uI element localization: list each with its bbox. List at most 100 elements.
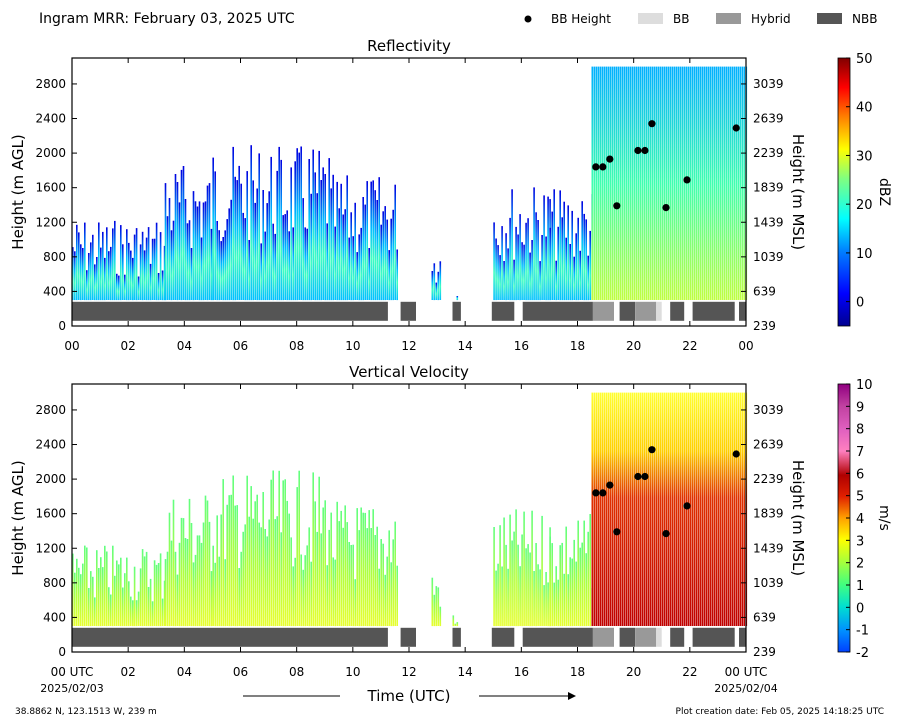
- classification-segment: [739, 627, 746, 647]
- y-tick-label: 2400: [35, 438, 66, 452]
- classification-segment: [670, 301, 685, 321]
- data-column: [198, 201, 201, 301]
- data-column: [228, 495, 230, 627]
- x-tick-label: 12: [401, 339, 416, 353]
- data-column: [669, 66, 672, 300]
- data-column: [493, 527, 495, 627]
- velocity-ylabel: Height (m AGL): [9, 460, 27, 575]
- data-column: [302, 569, 304, 627]
- data-column: [575, 561, 577, 626]
- data-column: [555, 566, 557, 626]
- data-column: [286, 500, 288, 626]
- data-column: [318, 150, 320, 301]
- data-column: [741, 66, 744, 300]
- classification-segment: [400, 301, 416, 321]
- legend-nbb-label: NBB: [852, 12, 877, 26]
- data-column: [639, 392, 642, 626]
- data-column: [356, 508, 358, 626]
- data-column: [178, 202, 181, 300]
- data-column: [643, 66, 646, 300]
- colorbar-tick-label: -1: [856, 624, 869, 639]
- data-column: [521, 242, 523, 300]
- data-column: [214, 171, 216, 300]
- data-column: [184, 199, 187, 301]
- x-tick-label: 06: [233, 665, 248, 679]
- data-column: [145, 551, 148, 627]
- data-column: [569, 244, 571, 301]
- data-column: [679, 392, 682, 626]
- data-column: [715, 66, 718, 300]
- data-column: [531, 510, 533, 627]
- data-column: [707, 66, 710, 300]
- classification-segment: [491, 627, 515, 647]
- x-tick-label: 22: [682, 339, 697, 353]
- classification-segment: [619, 301, 635, 321]
- data-column: [210, 571, 213, 627]
- data-column: [561, 542, 563, 627]
- data-column: [328, 529, 330, 626]
- data-column: [571, 558, 573, 627]
- data-column: [106, 551, 108, 627]
- data-column: [264, 529, 266, 627]
- data-column: [168, 198, 171, 300]
- data-column: [378, 568, 380, 627]
- data-column: [723, 392, 726, 626]
- data-column: [124, 573, 126, 627]
- data-column: [268, 191, 270, 301]
- x-tick-label: 00 UTC: [51, 665, 94, 679]
- data-column: [192, 191, 195, 301]
- data-column: [653, 66, 656, 300]
- date-end: 2025/02/04: [714, 682, 777, 695]
- data-column: [112, 545, 114, 627]
- data-column: [384, 574, 386, 626]
- data-column: [529, 252, 531, 301]
- data-column: [437, 271, 440, 301]
- data-column: [523, 511, 525, 626]
- y2-tick-label: 2239: [753, 472, 784, 486]
- data-column: [310, 193, 312, 301]
- data-column: [139, 244, 142, 300]
- data-column: [384, 206, 386, 301]
- data-column: [82, 563, 84, 627]
- data-column: [198, 535, 201, 627]
- data-column: [306, 545, 308, 626]
- data-column: [647, 66, 650, 300]
- data-column: [671, 66, 674, 300]
- data-column: [595, 392, 598, 626]
- x-tick-label: 18: [570, 339, 585, 353]
- data-column: [549, 536, 551, 627]
- data-column: [535, 543, 537, 627]
- data-column: [132, 257, 134, 301]
- data-column: [525, 548, 527, 626]
- data-column: [184, 538, 187, 627]
- classification-segment: [635, 301, 657, 321]
- data-column: [439, 261, 442, 300]
- data-column: [274, 519, 276, 627]
- data-column: [579, 547, 581, 627]
- data-column: [122, 244, 124, 300]
- y2-tick-label: 1439: [753, 215, 784, 229]
- data-column: [200, 237, 203, 301]
- data-column: [344, 505, 346, 626]
- bb-height-point: [641, 146, 649, 155]
- data-column: [701, 392, 704, 626]
- legend-bb-height-label: BB Height: [551, 12, 611, 26]
- data-column: [166, 216, 169, 300]
- data-column: [629, 66, 632, 300]
- data-column: [495, 570, 497, 627]
- data-column: [74, 572, 76, 626]
- classification-segment: [635, 627, 657, 647]
- data-column: [539, 261, 541, 301]
- data-column: [581, 201, 583, 300]
- data-column: [727, 66, 730, 300]
- data-column: [643, 392, 646, 626]
- data-column: [270, 479, 272, 626]
- data-column: [741, 392, 744, 626]
- data-column: [348, 237, 350, 300]
- data-column: [635, 392, 638, 626]
- data-column: [76, 224, 78, 301]
- data-column: [135, 228, 138, 301]
- data-column: [621, 66, 624, 300]
- data-column: [262, 492, 264, 627]
- data-column: [304, 227, 306, 301]
